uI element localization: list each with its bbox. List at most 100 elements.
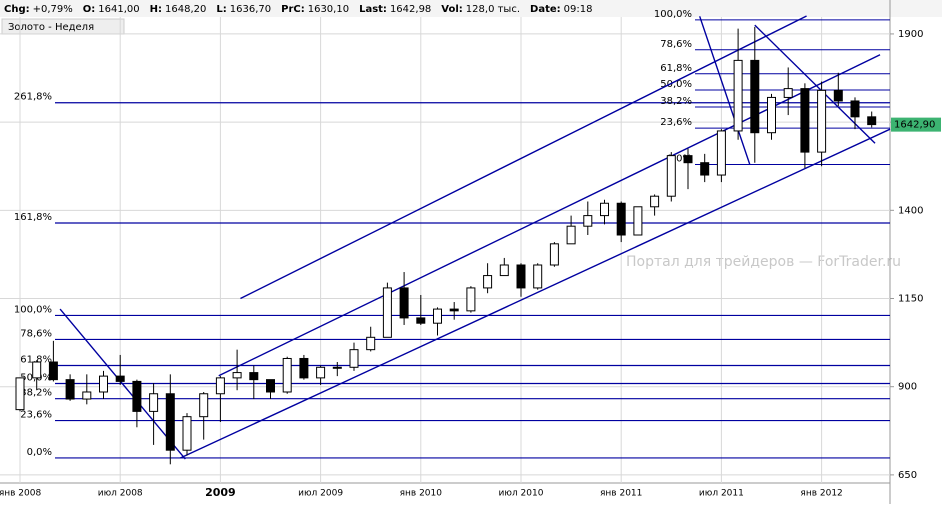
candle-body	[249, 372, 259, 381]
header-value: 09:18	[564, 4, 593, 15]
candle-body	[683, 155, 693, 164]
candle-body	[483, 275, 493, 289]
candle-body	[149, 393, 159, 412]
fib-label: 23,6%	[20, 410, 52, 421]
candle-body	[466, 287, 476, 312]
candle-body	[533, 264, 543, 289]
header-value: 1630,10	[308, 4, 349, 15]
y-tick-label: 1400	[898, 205, 923, 216]
candle-body	[349, 349, 359, 368]
price-tag	[891, 117, 941, 132]
trend-line	[699, 16, 751, 165]
x-tick-label: янв 2011	[600, 489, 642, 499]
candle-body	[800, 88, 810, 153]
candle-body	[516, 264, 526, 289]
candle-body	[282, 357, 292, 393]
candle-body	[650, 195, 660, 208]
fib-label: 61,8%	[660, 63, 692, 74]
candle-body	[449, 308, 459, 312]
x-tick-label: янв 2012	[800, 489, 842, 499]
y-tick-label: 1150	[898, 294, 923, 305]
x-tick-label: янв 2008	[0, 489, 41, 499]
candle-body	[783, 88, 793, 98]
candle-body	[132, 380, 142, 412]
header-value: 1641,00	[98, 4, 139, 15]
header: Chg: +0,79% O: 1641,00 H: 1648,20 L: 1636,70 PrC…	[4, 4, 592, 15]
watermark: Портал для трейдеров — ForTrader.ru	[626, 254, 901, 270]
candle-body	[750, 59, 760, 134]
candle-body	[332, 366, 342, 369]
candle-body	[215, 377, 225, 395]
candle-body	[82, 391, 92, 400]
y-tick-label: 650	[898, 470, 917, 481]
trend-line	[59, 308, 186, 460]
header-label: Chg:	[4, 4, 30, 15]
candle-body	[833, 89, 843, 102]
fib-label: 78,6%	[660, 39, 692, 50]
candle-body	[549, 243, 559, 266]
candle-body	[232, 372, 242, 379]
header-label: Vol:	[441, 4, 463, 15]
candle-body	[666, 155, 676, 197]
header-label: PrC:	[281, 4, 305, 15]
candle-body	[583, 215, 593, 227]
header-value: +0,79%	[33, 4, 73, 15]
fib-label: 0,0%	[667, 153, 692, 164]
header-label: H:	[150, 4, 162, 15]
header-value: 1636,70	[230, 4, 271, 15]
candle-body	[32, 361, 42, 379]
header-bar	[0, 0, 942, 17]
header-value: 128,0 тыс.	[466, 4, 520, 15]
header-label: O:	[83, 4, 96, 15]
x-tick-label: июл 2009	[298, 489, 343, 499]
header-label: L:	[216, 4, 226, 15]
fib-label: 23,6%	[660, 117, 692, 128]
candle-body	[633, 206, 643, 236]
fib-label: 100,0%	[654, 9, 692, 20]
candle-body	[817, 89, 827, 153]
candle-body	[15, 377, 25, 411]
candle-body	[115, 375, 125, 382]
fib-label: 50,0%	[660, 79, 692, 90]
candle-body	[433, 308, 442, 324]
candle-body	[867, 116, 877, 126]
x-tick-label: июл 2008	[98, 489, 143, 499]
fib-label: 161,8%	[14, 212, 52, 223]
candle-body	[65, 379, 75, 400]
candle-body	[266, 379, 275, 393]
tab-title: Золото - Неделя	[8, 22, 94, 33]
fib-label: 100,0%	[14, 304, 52, 315]
x-tick-label: янв 2010	[400, 489, 443, 499]
fib-label: 261,8%	[14, 92, 52, 103]
candle-body	[299, 357, 309, 379]
x-tick-label: июл 2011	[699, 489, 744, 499]
candle-body	[316, 366, 326, 379]
candle-body	[99, 375, 108, 393]
candle-body	[767, 96, 776, 134]
price-tag-label: 1642,90	[894, 120, 935, 131]
x-tick-label: 2009	[205, 486, 236, 499]
header-label: Last:	[359, 4, 387, 15]
candle-body	[199, 393, 209, 418]
header-value: 1648,20	[165, 4, 206, 15]
fib-label: 61,8%	[20, 355, 52, 366]
candle-body	[600, 202, 609, 217]
trend-line	[240, 15, 807, 300]
candle-body	[733, 59, 743, 132]
candle-body	[566, 225, 576, 245]
candle-body	[850, 100, 860, 118]
header-label: Date:	[530, 4, 561, 15]
x-tick-label: июл 2010	[499, 489, 544, 499]
fib-label: 38,2%	[20, 388, 52, 399]
candle-body	[382, 287, 392, 338]
y-tick-label: 900	[898, 382, 917, 393]
candle-body	[182, 416, 192, 451]
fib-label: 0,0%	[27, 447, 52, 458]
candle-body	[499, 264, 509, 277]
trend-line	[180, 128, 891, 459]
candle-body	[366, 336, 376, 351]
candle-body	[700, 162, 710, 176]
candle-body	[616, 202, 626, 236]
